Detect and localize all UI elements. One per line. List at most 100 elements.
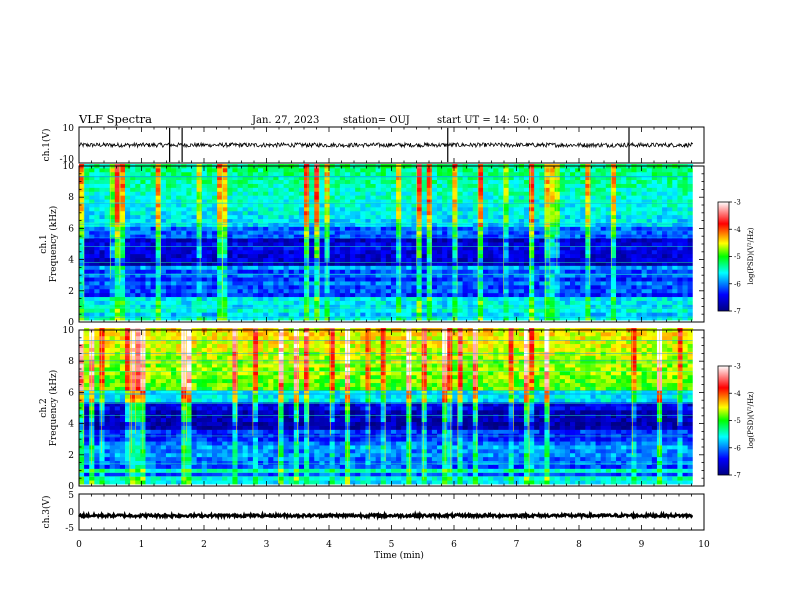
ch1-spectrogram-cell — [631, 203, 637, 208]
ch1-spectrogram-cell — [150, 210, 157, 216]
ch1-spectrogram-cell — [672, 269, 678, 274]
ch1-spectrogram-cell — [477, 171, 484, 177]
ch1-spectrogram-cell — [457, 226, 463, 231]
ch1-spectrogram-cell — [196, 257, 203, 262]
ch1-spectrogram-cell — [227, 210, 233, 216]
ch1-spectrogram-cell — [656, 281, 663, 286]
ch1-spectrogram-cell — [523, 312, 530, 317]
ch1-spectrogram-cell — [94, 191, 100, 196]
ch1-spectrogram-cell — [319, 304, 325, 309]
ch1-spectrogram-cell — [135, 167, 141, 173]
ch1-spectrogram-cell — [442, 218, 448, 223]
ch1-spectrogram-cell — [165, 222, 172, 227]
ch1-spectrogram-cell — [334, 234, 341, 239]
ch1-spectrogram-cell — [79, 316, 85, 321]
ch1-spectrogram-cell — [600, 230, 607, 235]
ch1-spectrogram-cell — [534, 300, 540, 305]
ch1-spectrogram-cell — [570, 203, 576, 208]
ch1-spectrogram-cell — [605, 288, 612, 294]
ch1-spectrogram-cell — [656, 308, 663, 313]
ch1-spectrogram-cell — [636, 261, 642, 266]
ch1-spectrogram-cell — [176, 249, 182, 255]
ch1-spectrogram-cell — [682, 304, 689, 309]
ch1-spectrogram-cell — [334, 245, 341, 251]
ch1-spectrogram-cell — [237, 175, 244, 181]
ch1-spectrogram-cell — [529, 312, 535, 317]
ch1-spectrogram-cell — [217, 269, 223, 274]
ch1-spectrogram-cell — [488, 273, 494, 278]
ch1-spectrogram-cell — [687, 222, 694, 227]
ch1-spectrogram-cell — [523, 242, 530, 247]
ch1-spectrogram-cell — [339, 277, 346, 282]
ch1-spectrogram-cell — [483, 206, 489, 212]
ch1-spectrogram-cell — [590, 312, 596, 317]
ch1-spectrogram-cell — [457, 175, 463, 181]
ch1-spectrogram-cell — [462, 253, 469, 259]
ch1-spectrogram-cell — [437, 269, 443, 274]
ch1-spectrogram-cell — [508, 277, 515, 282]
ch1-spectrogram-cell — [600, 234, 607, 239]
ch1-spectrogram-cell — [616, 261, 622, 266]
ch1-spectrogram-cell — [523, 199, 530, 204]
ch1-spectrogram-cell — [165, 261, 172, 266]
ch1-spectrogram-cell — [442, 308, 448, 313]
ch1-spectrogram-cell — [396, 284, 402, 290]
ch1-spectrogram-cell — [222, 167, 228, 173]
ch1-spectrogram-cell — [84, 265, 90, 270]
ch1-spectrogram-cell — [314, 210, 320, 216]
ch1-spectrogram-cell — [646, 218, 653, 223]
ch1-spectrogram-cell — [247, 300, 254, 305]
ch1-spectrogram-cell — [273, 300, 279, 305]
ch1-spectrogram-cell — [682, 179, 689, 184]
ch1-spectrogram-cell — [242, 265, 249, 270]
ch1-spectrogram-cell — [406, 273, 412, 278]
ch1-spectrogram-cell — [252, 191, 259, 196]
ch1-spectrogram-cell — [339, 242, 346, 247]
ch1-spectrogram-cell — [549, 179, 556, 184]
ch1-spectrogram-cell — [222, 179, 228, 184]
ch1-spectrogram-cell — [288, 195, 295, 200]
ch1-spectrogram-cell — [119, 195, 126, 200]
ch1-spectrogram-cell — [651, 288, 658, 294]
ch1-spectrogram-cell — [319, 195, 325, 200]
ch1-spectrogram-cell — [605, 257, 612, 262]
ch1-spectrogram-cell — [370, 249, 377, 255]
ch1-spectrogram-cell — [529, 269, 535, 274]
ch1-spectrogram-cell — [309, 187, 315, 192]
ch1-spectrogram-cell — [503, 281, 510, 286]
ch1-spectrogram-cell — [196, 226, 203, 231]
ch1-spectrogram-cell — [273, 273, 279, 278]
ch1-spectrogram-cell — [165, 308, 172, 313]
ch1-spectrogram-cell — [119, 238, 126, 243]
ch1-spectrogram-cell — [79, 273, 85, 278]
ch1-spectrogram-cell — [421, 253, 428, 259]
ch1-spectrogram-cell — [610, 238, 617, 243]
ch1-spectrogram-cell — [442, 269, 448, 274]
ch1-spectrogram-cell — [646, 257, 653, 262]
ch1-spectrogram-cell — [488, 175, 494, 181]
ch1-spectrogram-cell — [181, 206, 187, 212]
ch1-spectrogram-cell — [385, 284, 392, 290]
ch1-spectrogram-cell — [595, 206, 602, 212]
ch1-spectrogram-cell — [472, 179, 479, 184]
ch1-spectrogram-cell — [375, 226, 382, 231]
ch1-spectrogram-cell — [344, 245, 351, 251]
ch1-spectrogram-cell — [662, 249, 668, 255]
ch1-spectrogram-cell — [411, 277, 417, 282]
ch1-spectrogram-cell — [125, 296, 131, 301]
ch1-spectrogram-cell — [278, 218, 284, 223]
ch1-spectrogram-cell — [421, 288, 428, 294]
ch1-spectrogram-cell — [539, 265, 545, 270]
ch1-spectrogram-cell — [206, 214, 213, 220]
ch1-spectrogram-cell — [518, 261, 525, 266]
ch1-spectrogram-cell — [252, 222, 259, 227]
ch1-spectrogram-cell — [385, 203, 392, 208]
ch1-spectrogram-cell — [206, 171, 213, 177]
ch1-spectrogram-cell — [416, 308, 423, 313]
ch1-spectrogram-cell — [529, 183, 535, 188]
ch1-spectrogram-cell — [580, 281, 586, 286]
ch1-spectrogram-cell — [523, 245, 530, 251]
ch1-spectrogram-cell — [176, 203, 182, 208]
ch1-spectrogram-cell — [319, 288, 325, 294]
ch1-spectrogram-cell — [232, 214, 238, 220]
